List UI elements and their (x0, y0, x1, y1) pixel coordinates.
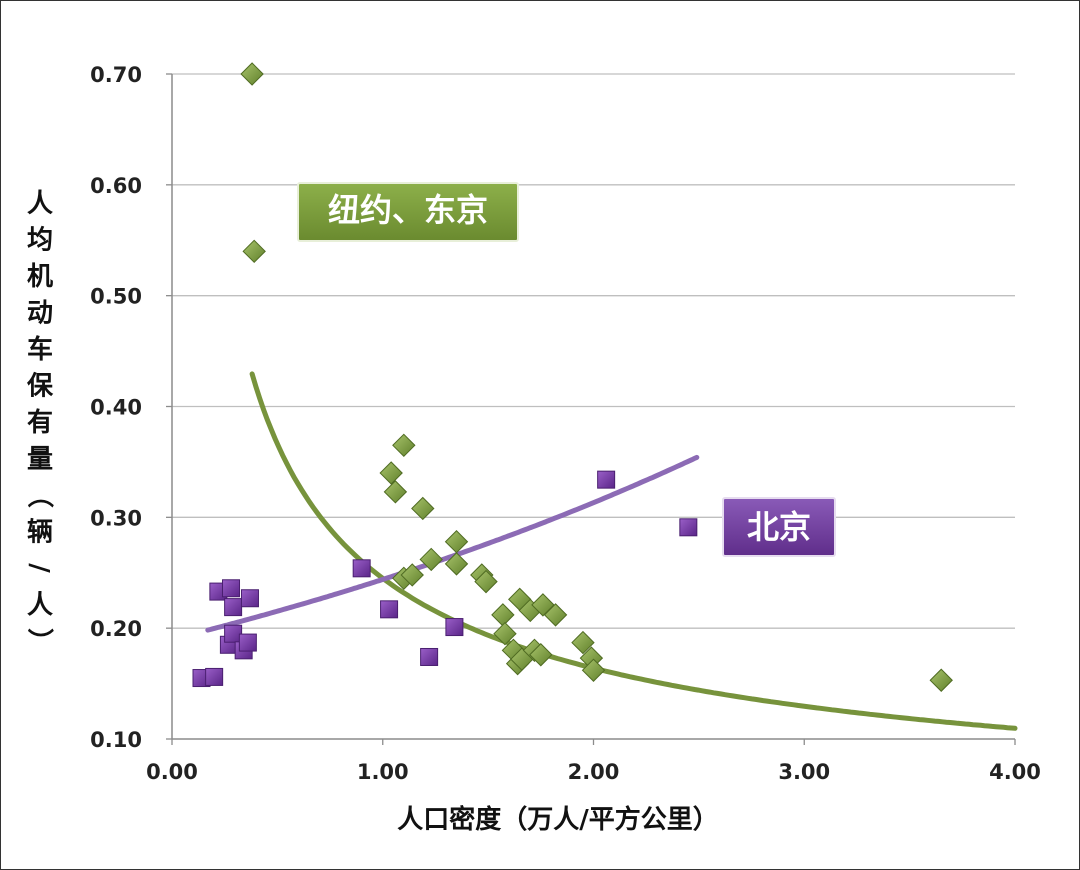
diamond-point (444, 552, 469, 576)
y-tick-label: 0.60 (90, 174, 142, 198)
x-tick-label: 2.00 (568, 760, 620, 784)
diamond-point (474, 569, 498, 594)
diamond-point (392, 433, 416, 457)
diamond-point (571, 630, 595, 655)
x-tick-label: 0.00 (146, 760, 198, 784)
diamond-point (543, 603, 568, 627)
y-tick-label: 0.50 (90, 285, 142, 309)
diamond-point (493, 622, 517, 646)
diamond-point (379, 461, 403, 485)
diamond-point (581, 658, 606, 682)
x-axis-title: 人口密度（万人/平方公里） (397, 804, 719, 835)
y-tick-label: 0.10 (90, 728, 142, 752)
diamond-point (491, 603, 515, 627)
square-point (222, 579, 241, 598)
y-axis-title-char: 动 (27, 299, 53, 329)
y-axis-title-char: （ (24, 482, 54, 508)
x-tick-label: 3.00 (778, 760, 830, 784)
callout-box (297, 182, 519, 242)
diamond-point (383, 480, 408, 504)
diamond-point (929, 668, 953, 692)
diamond-point (242, 239, 266, 264)
square-point (679, 518, 698, 537)
square-point (380, 600, 399, 619)
trendline-beijing (205, 454, 700, 633)
callout-label-newyork-tokyo: 纽约、东京 (328, 191, 488, 229)
square-point (205, 667, 224, 686)
y-axis-title-char: 辆 (27, 518, 53, 548)
diamond-point (240, 62, 264, 86)
square-point (238, 633, 257, 652)
x-tick-label: 4.00 (989, 760, 1041, 784)
square-point (352, 559, 371, 578)
y-axis-title-char: 保 (26, 372, 54, 402)
y-axis-title-char: 量 (27, 445, 53, 475)
square-point (224, 598, 243, 617)
axes (171, 74, 1016, 745)
y-tick-label: 0.40 (90, 396, 142, 420)
y-axis-title-char: 人 (27, 591, 53, 621)
y-tick-labels: 0.10 0.20 0.30 0.40 0.50 0.60 0.70 (90, 63, 142, 752)
callout-beijing: 北京 (722, 497, 836, 557)
y-tick-label: 0.30 (90, 506, 142, 530)
square-point (420, 647, 439, 666)
x-tick-label: 1.00 (357, 760, 409, 784)
square-point (597, 470, 616, 489)
y-axis-title-char: 人 (27, 189, 53, 219)
y-axis-title-char: 有 (27, 408, 53, 438)
callout-label-beijing: 北京 (747, 508, 811, 546)
y-axis-title-char: 机 (27, 262, 53, 292)
diamond-point (411, 496, 435, 521)
diamond-point (400, 563, 424, 587)
square-point (445, 618, 464, 637)
y-tick-label: 0.20 (90, 617, 142, 641)
square-point (240, 589, 259, 608)
y-tick-label: 0.70 (90, 63, 142, 87)
trendlines (205, 371, 1018, 731)
y-axis-title-char: / (24, 563, 54, 573)
callout-box (722, 497, 836, 557)
y-axis-title-char: ） (24, 628, 54, 654)
trendline-newyork-tokyo (249, 371, 1018, 731)
callout-newyork-tokyo: 纽约、东京 (297, 182, 519, 242)
y-axis-title-char: 均 (27, 226, 53, 256)
data-points (192, 62, 953, 692)
diamond-point (529, 643, 553, 667)
diamond-point (419, 547, 443, 572)
y-axis-title-char: 车 (27, 334, 53, 365)
x-tick-labels: 0.00 1.00 2.00 3.00 4.00 (146, 760, 1041, 784)
